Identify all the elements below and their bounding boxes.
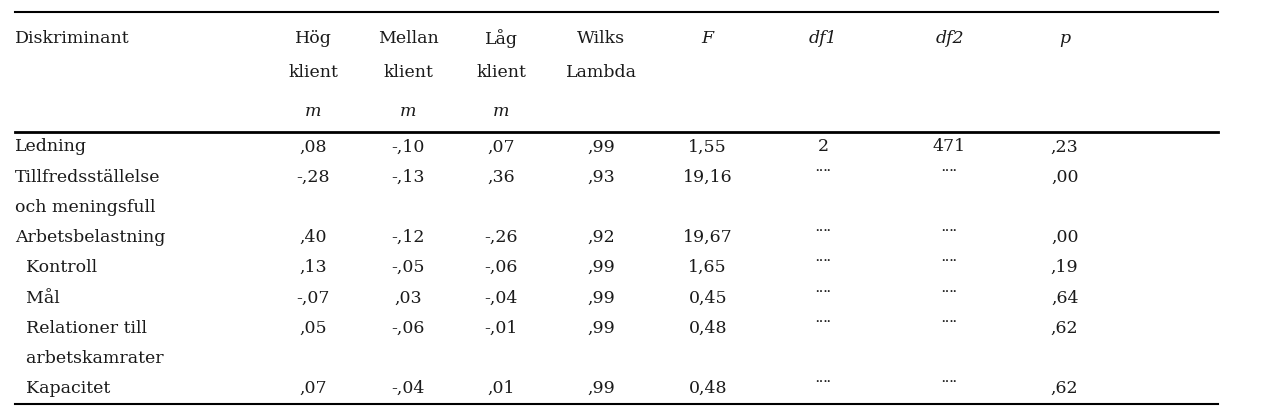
- Text: -,05: -,05: [391, 259, 425, 276]
- Text: 19,67: 19,67: [682, 229, 733, 246]
- Text: ¨¨: ¨¨: [814, 380, 832, 397]
- Text: m: m: [400, 103, 417, 120]
- Text: ¨¨: ¨¨: [941, 169, 958, 186]
- Text: df1: df1: [809, 30, 837, 47]
- Text: ,99: ,99: [587, 380, 615, 397]
- Text: -,13: -,13: [391, 169, 425, 186]
- Text: Kontroll: Kontroll: [15, 259, 97, 276]
- Text: ¨¨: ¨¨: [941, 259, 958, 276]
- Text: m: m: [305, 103, 322, 120]
- Text: ¨¨: ¨¨: [814, 290, 832, 307]
- Text: 19,16: 19,16: [682, 169, 733, 186]
- Text: F: F: [701, 30, 714, 47]
- Text: ¨¨: ¨¨: [814, 320, 832, 337]
- Text: 1,65: 1,65: [689, 259, 727, 276]
- Text: ,00: ,00: [1051, 169, 1079, 186]
- Text: ,07: ,07: [487, 138, 515, 155]
- Text: -,28: -,28: [296, 169, 330, 186]
- Text: arbetskamrater: arbetskamrater: [15, 350, 163, 367]
- Text: m: m: [492, 103, 510, 120]
- Text: ,40: ,40: [300, 229, 327, 246]
- Text: -,06: -,06: [391, 320, 425, 337]
- Text: Wilks: Wilks: [577, 30, 625, 47]
- Text: -,12: -,12: [391, 229, 425, 246]
- Text: Mål: Mål: [15, 290, 60, 307]
- Text: klient: klient: [384, 63, 433, 81]
- Text: ¨¨: ¨¨: [941, 380, 958, 397]
- Text: 0,48: 0,48: [689, 320, 727, 337]
- Text: -,04: -,04: [391, 380, 425, 397]
- Text: ,13: ,13: [300, 259, 327, 276]
- Text: ,93: ,93: [587, 169, 615, 186]
- Text: ¨¨: ¨¨: [941, 290, 958, 307]
- Text: ,23: ,23: [1051, 138, 1079, 155]
- Text: ,03: ,03: [395, 290, 422, 307]
- Text: ,64: ,64: [1051, 290, 1079, 307]
- Text: ,99: ,99: [587, 290, 615, 307]
- Text: ¨¨: ¨¨: [941, 320, 958, 337]
- Text: -,07: -,07: [296, 290, 330, 307]
- Text: df2: df2: [936, 30, 963, 47]
- Text: Diskriminant: Diskriminant: [15, 30, 130, 47]
- Text: ,05: ,05: [300, 320, 327, 337]
- Text: -,06: -,06: [485, 259, 518, 276]
- Text: ,01: ,01: [487, 380, 515, 397]
- Text: ,62: ,62: [1051, 380, 1079, 397]
- Text: -,10: -,10: [391, 138, 425, 155]
- Text: -,01: -,01: [485, 320, 518, 337]
- Text: ,19: ,19: [1051, 259, 1079, 276]
- Text: ¨¨: ¨¨: [814, 169, 832, 186]
- Text: ,00: ,00: [1051, 229, 1079, 246]
- Text: Kapacitet: Kapacitet: [15, 380, 110, 397]
- Text: ,92: ,92: [587, 229, 615, 246]
- Text: ,08: ,08: [300, 138, 327, 155]
- Text: ,36: ,36: [487, 169, 515, 186]
- Text: Lambda: Lambda: [566, 63, 637, 81]
- Text: klient: klient: [289, 63, 338, 81]
- Text: ¨¨: ¨¨: [814, 259, 832, 276]
- Text: Relationer till: Relationer till: [15, 320, 147, 337]
- Text: och meningsfull: och meningsfull: [15, 199, 156, 216]
- Text: 471: 471: [933, 138, 966, 155]
- Text: ,99: ,99: [587, 320, 615, 337]
- Text: -,04: -,04: [485, 290, 518, 307]
- Text: Arbetsbelastning: Arbetsbelastning: [15, 229, 166, 246]
- Text: ,62: ,62: [1051, 320, 1079, 337]
- Text: Ledning: Ledning: [15, 138, 87, 155]
- Text: klient: klient: [476, 63, 527, 81]
- Text: Hög: Hög: [295, 30, 332, 47]
- Text: -,26: -,26: [485, 229, 518, 246]
- Text: ¨¨: ¨¨: [814, 229, 832, 246]
- Text: 0,45: 0,45: [689, 290, 727, 307]
- Text: ¨¨: ¨¨: [941, 229, 958, 246]
- Text: ,99: ,99: [587, 259, 615, 276]
- Text: ,07: ,07: [300, 380, 327, 397]
- Text: Mellan: Mellan: [379, 30, 438, 47]
- Text: Tillfredsställelse: Tillfredsställelse: [15, 169, 161, 186]
- Text: 2: 2: [818, 138, 828, 155]
- Text: ,99: ,99: [587, 138, 615, 155]
- Text: 0,48: 0,48: [689, 380, 727, 397]
- Text: 1,55: 1,55: [689, 138, 727, 155]
- Text: p: p: [1060, 30, 1070, 47]
- Text: Låg: Låg: [485, 29, 518, 48]
